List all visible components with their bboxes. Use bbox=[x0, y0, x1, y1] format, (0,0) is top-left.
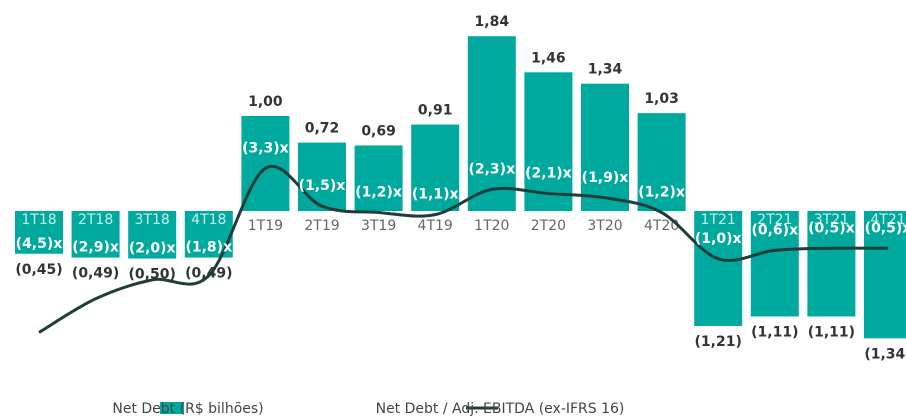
bar bbox=[241, 116, 290, 211]
ratio-label: (1,9)x bbox=[582, 170, 629, 186]
bar bbox=[298, 142, 346, 211]
category-label: 1T21 bbox=[701, 212, 736, 228]
category-label: 2T20 bbox=[531, 218, 566, 234]
category-label: 1T19 bbox=[248, 218, 283, 234]
category-label: 1T20 bbox=[474, 218, 509, 234]
category-label: 4T21 bbox=[870, 212, 905, 228]
ratio-label: (0,5)x bbox=[808, 220, 855, 236]
category-label: 2T21 bbox=[757, 212, 792, 228]
category-label: 4T18 bbox=[191, 212, 226, 228]
bar bbox=[128, 211, 177, 259]
value-label: (0,45) bbox=[15, 262, 62, 278]
category-label: 3T18 bbox=[135, 212, 170, 228]
bar bbox=[71, 211, 120, 258]
bar bbox=[524, 72, 573, 211]
bar bbox=[411, 124, 460, 211]
ratio-line bbox=[38, 164, 889, 334]
bar bbox=[467, 36, 516, 212]
value-label: (1,11) bbox=[808, 324, 855, 340]
category-label: 4T19 bbox=[418, 218, 453, 234]
ratio-label: (3,3)x bbox=[242, 140, 289, 156]
ratio-label: (1,8)x bbox=[185, 240, 232, 256]
legend-swatch bbox=[160, 402, 184, 414]
ratio-label: (0,5)x bbox=[865, 220, 906, 236]
bar bbox=[354, 145, 403, 211]
ratio-label: (2,9)x bbox=[72, 240, 119, 256]
ratio-label: (0,6)x bbox=[751, 222, 798, 238]
value-label: 1,84 bbox=[475, 14, 510, 30]
value-label: 0,72 bbox=[305, 121, 340, 137]
ratio-label: (1,2)x bbox=[355, 185, 402, 201]
bar bbox=[694, 211, 743, 326]
ratio-label: (1,2)x bbox=[638, 185, 685, 201]
value-label: 1,00 bbox=[248, 94, 283, 110]
bar bbox=[750, 211, 799, 317]
bar bbox=[637, 113, 686, 211]
ratio-label: (1,5)x bbox=[299, 178, 346, 194]
category-label: 3T20 bbox=[587, 218, 622, 234]
ratio-label: (1,1)x bbox=[412, 187, 459, 203]
value-label: 1,34 bbox=[588, 62, 623, 78]
category-label: 2T19 bbox=[304, 218, 339, 234]
value-label: (1,21) bbox=[695, 334, 742, 350]
bar bbox=[15, 211, 63, 254]
value-label: (0,49) bbox=[72, 266, 119, 282]
value-label: (1,11) bbox=[751, 324, 798, 340]
legend-label: Net Debt / Adj. EBITDA (ex-IFRS 16) bbox=[376, 401, 625, 416]
category-label: 4T20 bbox=[644, 218, 679, 234]
category-label: 2T18 bbox=[78, 212, 113, 228]
legend-label: Net Debt (R$ bilhões) bbox=[112, 401, 263, 416]
ratio-label: (2,1)x bbox=[525, 166, 572, 182]
ratio-label: (4,5)x bbox=[16, 236, 63, 252]
value-label: 1,46 bbox=[531, 50, 566, 66]
value-label: (1,34) bbox=[864, 346, 906, 362]
value-label: 1,03 bbox=[644, 91, 679, 107]
value-label: 0,69 bbox=[361, 123, 396, 139]
bar bbox=[581, 83, 629, 211]
ratio-label: (2,0)x bbox=[129, 241, 176, 257]
category-label: 1T18 bbox=[21, 212, 56, 228]
bar bbox=[864, 211, 906, 339]
value-label: 0,91 bbox=[418, 103, 453, 119]
category-label: 3T19 bbox=[361, 218, 396, 234]
bar bbox=[807, 211, 856, 317]
ratio-label: (2,3)x bbox=[468, 161, 515, 177]
category-label: 3T21 bbox=[814, 212, 849, 228]
ratio-label: (1,0)x bbox=[695, 231, 742, 247]
